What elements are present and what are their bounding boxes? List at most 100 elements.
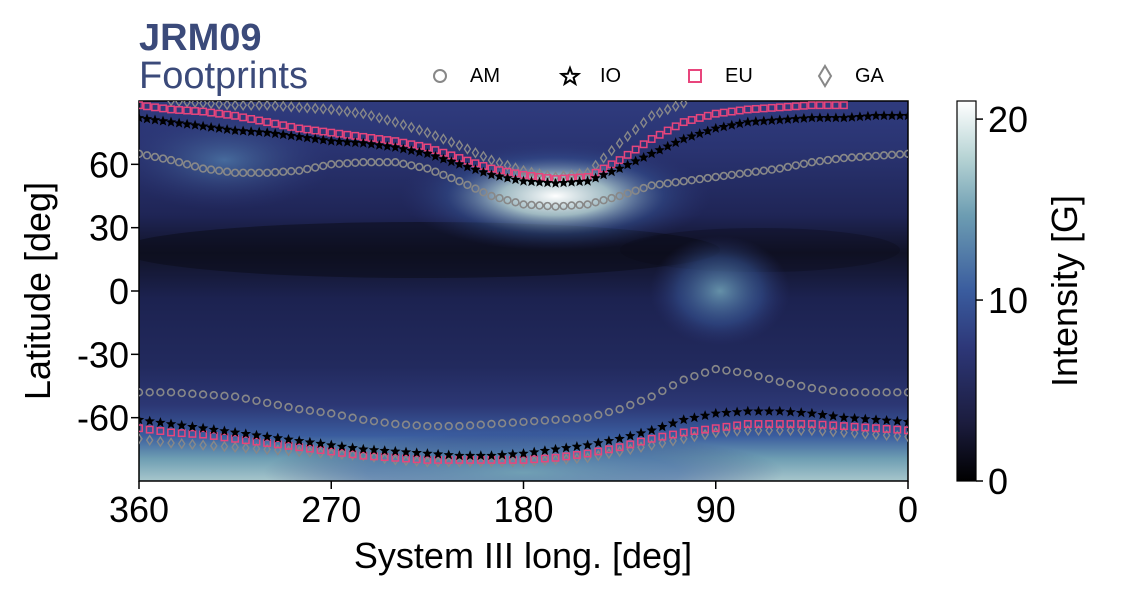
am-footprint-point: [447, 173, 456, 183]
ga-footprint-point: [209, 440, 218, 452]
colorbar-label: Intensity [G]: [1044, 195, 1085, 387]
am-footprint-point: [615, 191, 624, 201]
am-footprint-point: [519, 417, 528, 427]
am-footprint-point: [295, 166, 304, 175]
io-footprint-point: [646, 148, 657, 159]
x-tick-label: 90: [696, 489, 736, 530]
eu-footprint-point: [191, 107, 200, 115]
eu-footprint-point: [209, 432, 218, 440]
eu-footprint-point: [583, 449, 592, 458]
am-footprint-point: [695, 174, 704, 184]
am-footprint-point: [369, 416, 379, 426]
io-footprint-point: [502, 172, 513, 183]
io-footprint-point: [342, 136, 353, 147]
eu-footprint-point: [255, 116, 264, 125]
am-footprint-point: [246, 168, 256, 177]
io-footprint-point: [414, 146, 425, 157]
am-footprint-point: [831, 154, 841, 164]
am-footprint-point: [273, 400, 283, 410]
am-footprint-point: [551, 202, 560, 211]
am-footprint-point: [433, 421, 443, 431]
eu-footprint-point: [508, 455, 517, 464]
chart-subtitle: Footprints: [139, 55, 308, 97]
am-footprint-point: [711, 364, 720, 374]
am-footprint-point: [503, 196, 512, 205]
am-footprint-point: [647, 181, 656, 190]
ga-footprint-point: [519, 164, 528, 177]
io-footprint-point: [139, 112, 145, 123]
am-footprint-point: [166, 388, 176, 397]
io-footprint-point: [187, 421, 198, 432]
legend-label-io: IO: [600, 65, 622, 87]
ga-footprint-point: [156, 435, 165, 448]
eu-footprint-point: [594, 447, 603, 456]
legend-label-eu: EU: [725, 65, 753, 87]
ga-footprint-point: [679, 101, 688, 109]
am-footprint-point: [703, 173, 712, 183]
colorbar-tick-label: 0: [988, 461, 1008, 502]
am-footprint-point: [591, 198, 600, 207]
ga-footprint-point: [623, 130, 632, 143]
am-footprint-point: [351, 158, 360, 167]
am-footprint-point: [743, 369, 752, 378]
eu-footprint-point: [247, 114, 256, 123]
io-footprint-point: [350, 137, 361, 148]
io-footprint-point: [774, 405, 786, 416]
ga-footprint-point: [530, 455, 539, 468]
ga-footprint-point: [466, 456, 474, 468]
eu-footprint-point: [829, 421, 838, 430]
am-footprint-point: [727, 170, 736, 180]
am-footprint-point: [230, 392, 240, 401]
am-footprint-point: [412, 421, 421, 430]
eu-footprint-point: [839, 422, 848, 431]
ga-footprint-point: [306, 446, 314, 458]
io-footprint-point: [318, 134, 329, 145]
eu-footprint-point: [572, 451, 581, 459]
am-footprint-point: [639, 183, 648, 193]
eu-footprint-point: [639, 140, 648, 149]
am-footprint-point: [679, 375, 688, 384]
io-footprint-point: [478, 166, 489, 177]
am-footprint-point: [206, 165, 216, 174]
am-footprint-point: [786, 379, 795, 389]
am-footprint-point: [511, 198, 520, 207]
am-footprint-point: [839, 153, 849, 163]
io-footprint-point: [400, 446, 412, 457]
am-footprint-point: [407, 161, 416, 170]
eu-footprint-point: [263, 118, 272, 127]
eu-footprint-point: [754, 420, 763, 428]
am-footprint-point: [700, 368, 710, 377]
eu-footprint-point: [687, 116, 696, 124]
io-footprint-point: [430, 150, 441, 161]
io-footprint-point: [379, 445, 390, 456]
eu-footprint-point: [850, 422, 859, 431]
am-footprint-point: [543, 201, 552, 211]
am-footprint-point: [319, 161, 328, 171]
ga-footprint-point: [343, 105, 352, 118]
io-footprint-point: [464, 450, 476, 461]
ga-footprint-point: [220, 440, 229, 453]
ga-footprint-point: [479, 150, 488, 163]
io-footprint-point: [603, 435, 615, 446]
am-footprint-point: [623, 189, 632, 198]
eu-footprint-point: [663, 126, 672, 135]
io-footprint-point: [518, 175, 529, 186]
io-footprint-point: [542, 177, 553, 188]
ga-footprint-point: [455, 139, 464, 152]
eu-footprint-point: [271, 119, 280, 128]
ga-footprint-point: [631, 123, 640, 136]
am-footprint-point: [254, 168, 264, 177]
eu-footprint-point: [207, 108, 216, 117]
am-footprint-point: [818, 385, 827, 394]
io-footprint-point: [251, 429, 262, 440]
eu-footprint-point: [775, 420, 784, 428]
am-footprint-point: [479, 188, 488, 197]
eu-footprint-point: [143, 102, 151, 111]
io-footprint-point: [635, 427, 647, 438]
io-footprint-point: [574, 176, 585, 187]
am-footprint-point: [214, 166, 224, 175]
ga-footprint-point: [319, 103, 328, 115]
io-footprint-point: [283, 434, 294, 444]
ga-footprint-point: [335, 104, 344, 117]
